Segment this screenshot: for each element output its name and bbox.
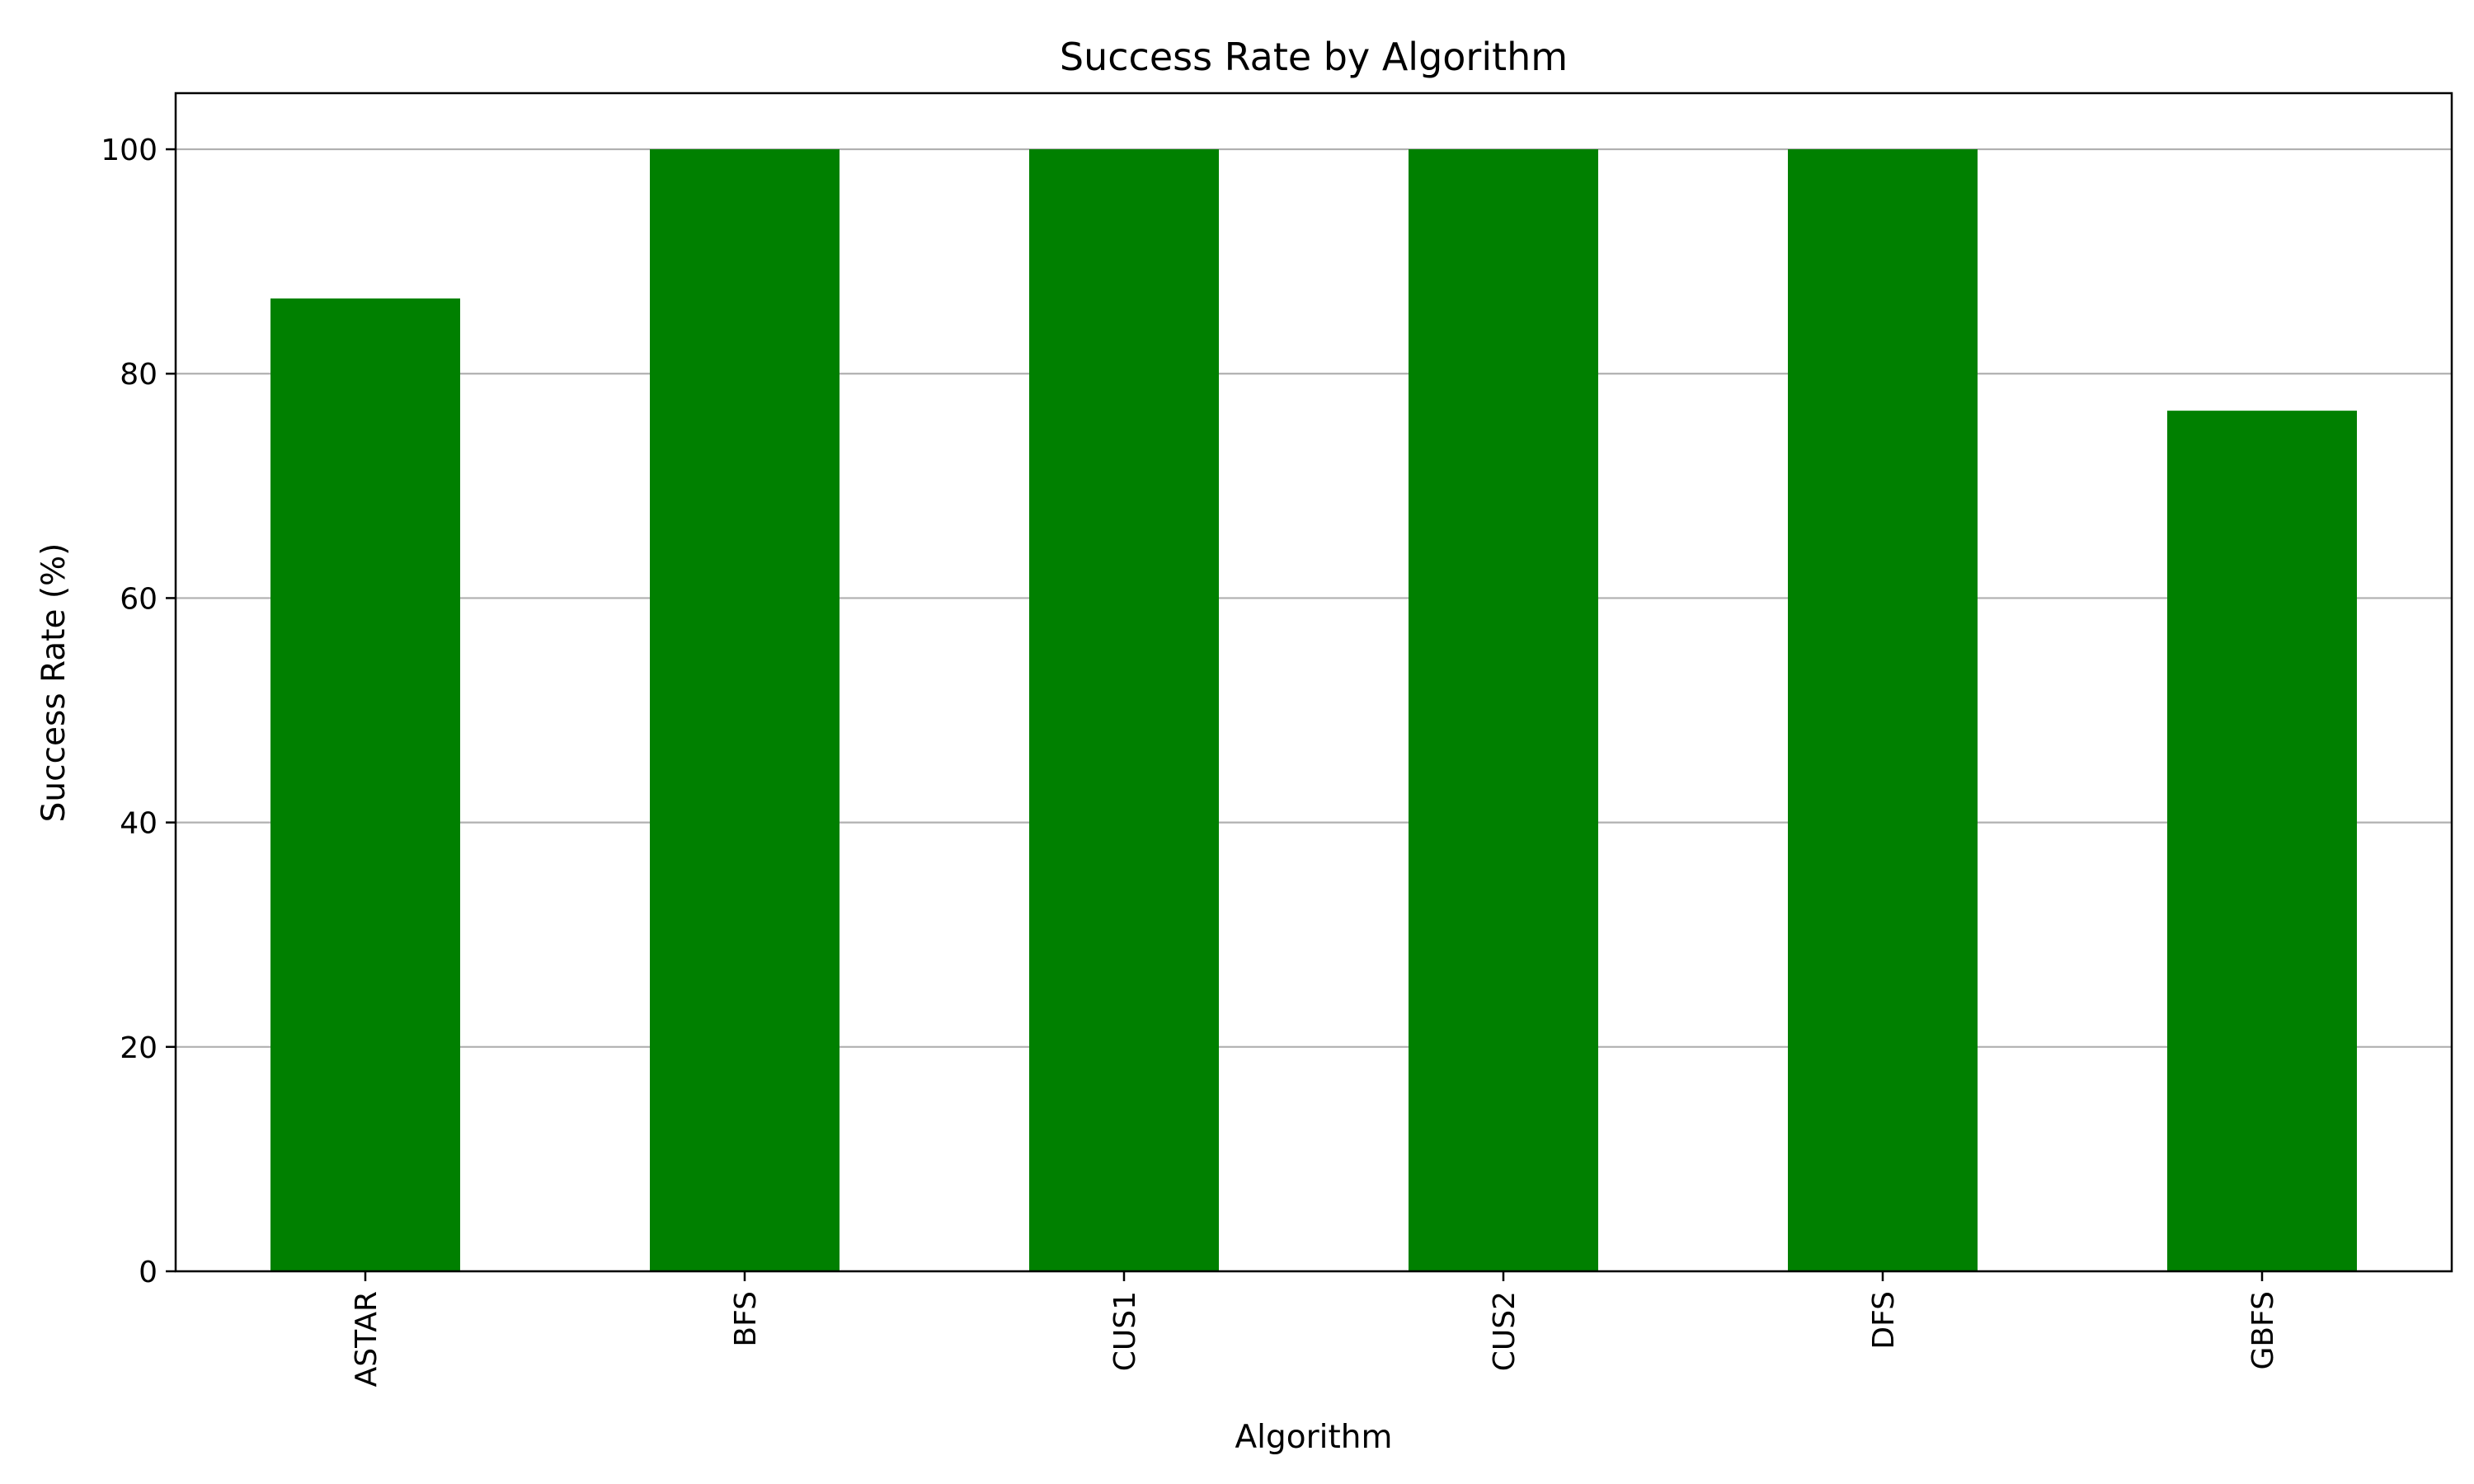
bar-astar — [270, 298, 460, 1271]
x-axis-label: Algorithm — [1235, 1419, 1392, 1456]
x-tick-label: CUS1 — [1108, 1291, 1142, 1371]
y-tick-label: 20 — [120, 1031, 158, 1065]
bar-dfs — [1788, 149, 1978, 1272]
y-tick-label: 40 — [120, 807, 158, 841]
chart-title: Success Rate by Algorithm — [1060, 35, 1568, 79]
bar-bfs — [650, 149, 840, 1272]
x-tick-label: ASTAR — [350, 1291, 383, 1387]
bar-cus1 — [1029, 149, 1219, 1272]
y-tick-label: 100 — [101, 134, 158, 167]
bar-cus2 — [1409, 149, 1598, 1272]
y-axis-label: Success Rate (%) — [35, 543, 73, 823]
x-tick-label: GBFS — [2246, 1291, 2280, 1370]
x-tick-label: BFS — [729, 1291, 763, 1347]
bar-gbfs — [2167, 411, 2357, 1271]
y-tick-label: 0 — [139, 1256, 158, 1289]
bars — [270, 149, 2357, 1272]
y-tick-label: 80 — [120, 358, 158, 392]
plot-frame — [174, 92, 2453, 1273]
x-axis-ticks: ASTAR BFS CUS1 CUS2 DFS GBFS — [350, 1271, 2280, 1387]
y-axis-ticks: 0 20 40 60 80 100 — [101, 134, 176, 1289]
x-tick-label: CUS2 — [1488, 1291, 1522, 1371]
x-tick-label: DFS — [1867, 1291, 1901, 1350]
y-tick-label: 60 — [120, 582, 158, 616]
